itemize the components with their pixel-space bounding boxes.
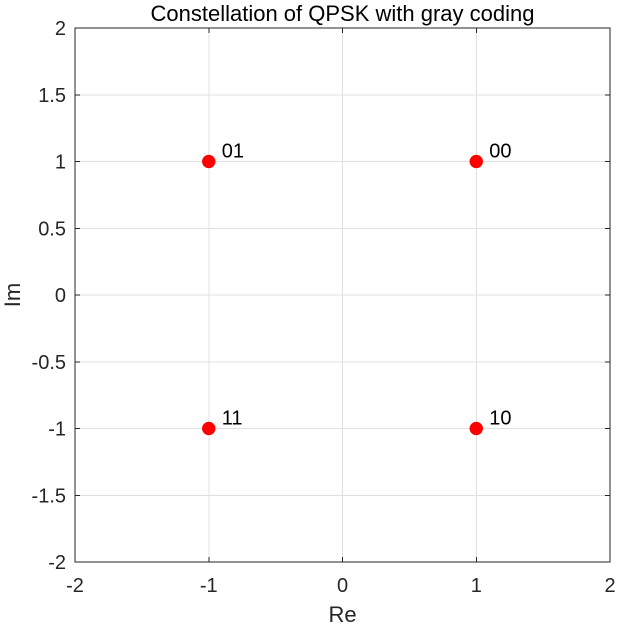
data-point-label: 00: [489, 141, 511, 163]
x-tick-label: -1: [200, 575, 218, 597]
y-tick-label: 2: [55, 18, 66, 40]
y-tick-label: -1: [48, 419, 66, 441]
data-point-label: 01: [222, 141, 244, 163]
plot-area-frame: [74, 27, 611, 563]
data-point-label: 11: [222, 408, 243, 430]
y-tick-labels: -2 -1.5 -1 -0.5 0 0.5 1 1.5 2: [32, 18, 66, 574]
data-point: [202, 154, 216, 169]
x-tick-label: 0: [337, 575, 348, 597]
x-tick-label: -2: [66, 575, 84, 597]
data-points: [202, 154, 483, 436]
data-point-label: 10: [489, 408, 511, 430]
y-tick-label: 0.5: [38, 218, 66, 240]
x-tick-label: 1: [471, 575, 482, 597]
y-tick-label: -1.5: [32, 485, 66, 507]
data-point: [202, 421, 216, 436]
chart-title: Constellation of QPSK with gray coding: [151, 1, 535, 26]
x-axis-label: Re: [328, 602, 356, 626]
data-point: [469, 154, 483, 169]
y-tick-label: -2: [48, 552, 66, 574]
x-tick-label: 2: [604, 575, 615, 597]
y-tick-label: 0: [55, 285, 66, 307]
data-point: [469, 421, 483, 436]
y-tick-label: -0.5: [32, 352, 66, 374]
y-tick-label: 1.5: [38, 85, 66, 107]
data-point-labels: 00 01 11 10: [222, 141, 512, 430]
y-axis-label: Im: [0, 283, 25, 307]
gridlines: [75, 28, 610, 562]
y-tick-label: 1: [55, 152, 66, 174]
x-tick-labels: -2 -1 0 1 2: [66, 575, 615, 597]
